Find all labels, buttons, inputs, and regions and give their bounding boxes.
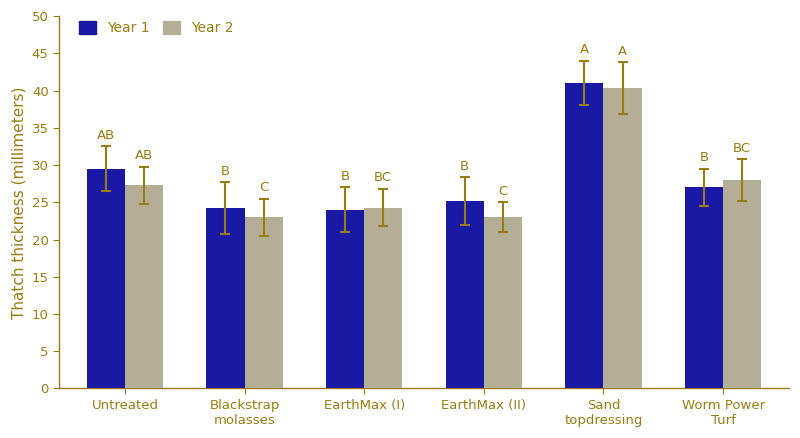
Text: C: C [259,181,268,194]
Bar [484,217,522,389]
Text: C: C [498,185,507,198]
Bar [125,185,163,389]
Bar [446,201,484,389]
Bar [565,83,603,389]
Bar [326,210,364,389]
Text: B: B [341,170,350,183]
Bar [245,217,283,389]
Text: B: B [221,165,230,178]
Text: AB: AB [135,149,153,162]
Text: A: A [580,43,589,57]
Text: B: B [699,151,709,164]
Bar [685,187,723,389]
Text: AB: AB [97,129,115,142]
Text: A: A [618,45,627,58]
Bar [206,208,245,389]
Bar [364,208,402,389]
Bar [86,169,125,389]
Text: B: B [460,159,470,173]
Legend: Year 1, Year 2: Year 1, Year 2 [74,16,239,41]
Bar [603,88,642,389]
Text: BC: BC [733,141,751,155]
Text: BC: BC [374,171,392,184]
Y-axis label: Thatch thickness (millimeters): Thatch thickness (millimeters) [11,86,26,318]
Bar [723,180,762,389]
